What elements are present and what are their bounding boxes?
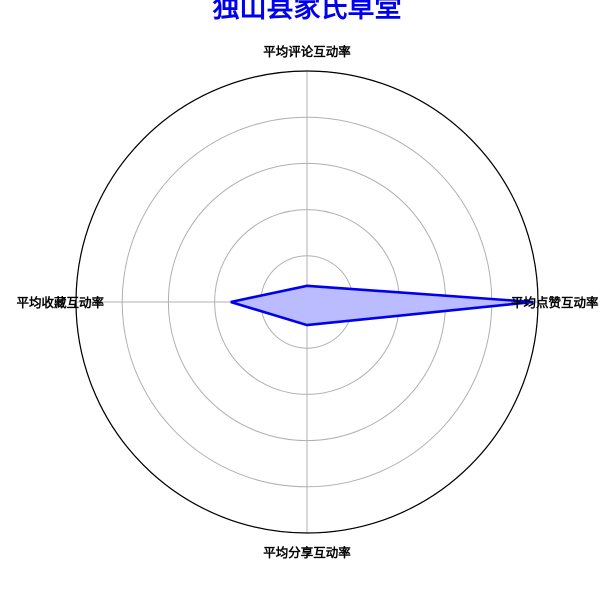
chart-title: 独山县家氏草堂 xyxy=(213,0,402,24)
polar-frame xyxy=(75,70,539,534)
axis-label-3: 平均收藏互动率 xyxy=(16,295,104,310)
axis-label-4: 平均分享互动率 xyxy=(263,545,351,560)
series-area-1 xyxy=(230,285,534,326)
series-layer xyxy=(230,284,534,327)
axis-label-2: 平均评论互动率 xyxy=(263,44,351,59)
axis-label-1: 平均点赞互动率 xyxy=(511,295,599,310)
series-line-1 xyxy=(230,284,534,327)
